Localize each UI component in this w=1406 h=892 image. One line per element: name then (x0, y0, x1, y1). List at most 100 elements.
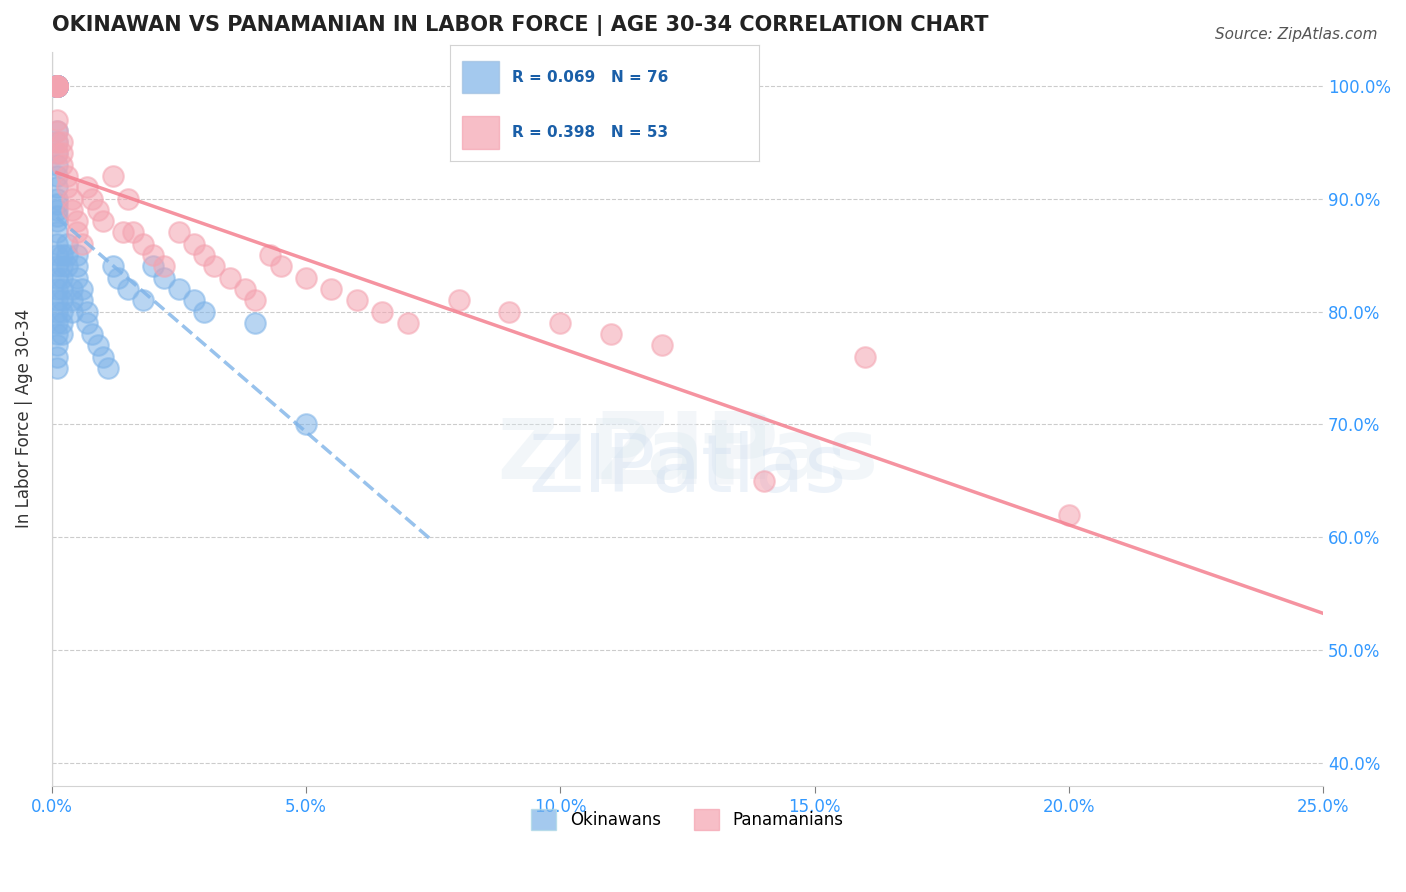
Point (45, 202, 67, 217)
Point (51, 146, 73, 161)
Point (45, 180, 67, 194)
Point (60, 202, 83, 217)
Point (45, 78, 67, 93)
Point (498, 304, 520, 318)
Point (51, 293, 73, 308)
Point (66, 226, 89, 240)
Point (45, 316, 67, 330)
Point (45, 209, 67, 223)
Point (447, 293, 470, 308)
Point (855, 350, 877, 364)
Text: R = 0.398   N = 53: R = 0.398 N = 53 (512, 125, 668, 140)
Point (66, 248, 89, 262)
Point (51, 135, 73, 149)
Point (295, 417, 318, 432)
Point (45, 260, 67, 274)
Point (72, 293, 94, 308)
Point (45, 112, 67, 127)
Point (45, 350, 67, 364)
Point (600, 327, 623, 342)
Point (51, 304, 73, 318)
Point (45, 226, 67, 240)
Point (56, 260, 79, 274)
Point (66, 270, 89, 285)
Point (45, 78, 67, 93)
Point (233, 282, 256, 296)
Point (45, 158, 67, 172)
Point (101, 169, 124, 183)
Point (204, 260, 226, 274)
Point (45, 78, 67, 93)
Point (56, 180, 79, 194)
Point (51, 158, 73, 172)
Point (91, 214, 114, 228)
Point (321, 282, 343, 296)
Point (45, 282, 67, 296)
Point (45, 78, 67, 93)
Point (45, 78, 67, 93)
Point (45, 78, 67, 93)
Point (45, 78, 67, 93)
Point (45, 146, 67, 161)
Point (167, 226, 190, 240)
Point (193, 248, 215, 262)
Point (51, 316, 73, 330)
Point (193, 304, 215, 318)
Point (86, 338, 108, 352)
Point (45, 78, 67, 93)
Point (651, 338, 673, 352)
Point (45, 78, 67, 93)
Point (183, 293, 205, 308)
Text: OKINAWAN VS PANAMANIAN IN LABOR FORCE | AGE 30-34 CORRELATION CHART: OKINAWAN VS PANAMANIAN IN LABOR FORCE | … (52, 15, 988, 36)
Point (45, 78, 67, 93)
Point (45, 169, 67, 183)
Point (45, 361, 67, 376)
Text: Source: ZipAtlas.com: Source: ZipAtlas.com (1215, 27, 1378, 42)
Point (243, 316, 266, 330)
Point (152, 260, 174, 274)
Point (142, 248, 165, 262)
Point (167, 282, 190, 296)
FancyBboxPatch shape (463, 61, 499, 94)
Point (45, 293, 67, 308)
Point (56, 169, 79, 183)
Point (45, 78, 67, 93)
Point (76, 304, 98, 318)
Point (51, 282, 73, 296)
Point (45, 124, 67, 138)
Point (60, 282, 83, 296)
Point (45, 304, 67, 318)
Point (132, 293, 155, 308)
Point (45, 78, 67, 93)
FancyBboxPatch shape (463, 117, 499, 149)
Point (51, 327, 73, 342)
Point (51, 260, 73, 274)
Point (45, 270, 67, 285)
Point (45, 214, 67, 228)
Point (152, 270, 174, 285)
Point (45, 192, 67, 206)
Point (60, 304, 83, 318)
Point (45, 248, 67, 262)
Point (45, 78, 67, 93)
Point (91, 350, 114, 364)
Point (45, 236, 67, 251)
Point (142, 260, 165, 274)
Point (295, 270, 318, 285)
Point (132, 236, 155, 251)
Point (86, 202, 108, 217)
Point (1057, 508, 1080, 522)
Text: ZIPatlas: ZIPatlas (496, 415, 877, 496)
Point (45, 78, 67, 93)
Point (45, 78, 67, 93)
Point (60, 192, 83, 206)
Point (72, 236, 94, 251)
Point (45, 338, 67, 352)
Text: R = 0.069   N = 76: R = 0.069 N = 76 (512, 70, 668, 85)
Point (45, 197, 67, 211)
Point (218, 270, 240, 285)
Point (66, 214, 89, 228)
Point (97, 361, 120, 376)
Point (259, 248, 281, 262)
Point (45, 135, 67, 149)
